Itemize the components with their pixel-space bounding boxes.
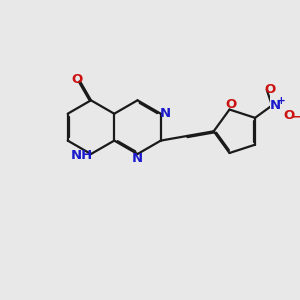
Text: −: − xyxy=(291,110,300,123)
Text: +: + xyxy=(277,96,286,106)
Text: O: O xyxy=(225,98,236,111)
Text: O: O xyxy=(283,109,294,122)
Text: O: O xyxy=(264,83,276,96)
Text: N: N xyxy=(160,107,171,120)
Text: N: N xyxy=(270,99,281,112)
Text: O: O xyxy=(71,73,82,86)
Text: N: N xyxy=(132,152,143,165)
Text: NH: NH xyxy=(71,149,94,162)
